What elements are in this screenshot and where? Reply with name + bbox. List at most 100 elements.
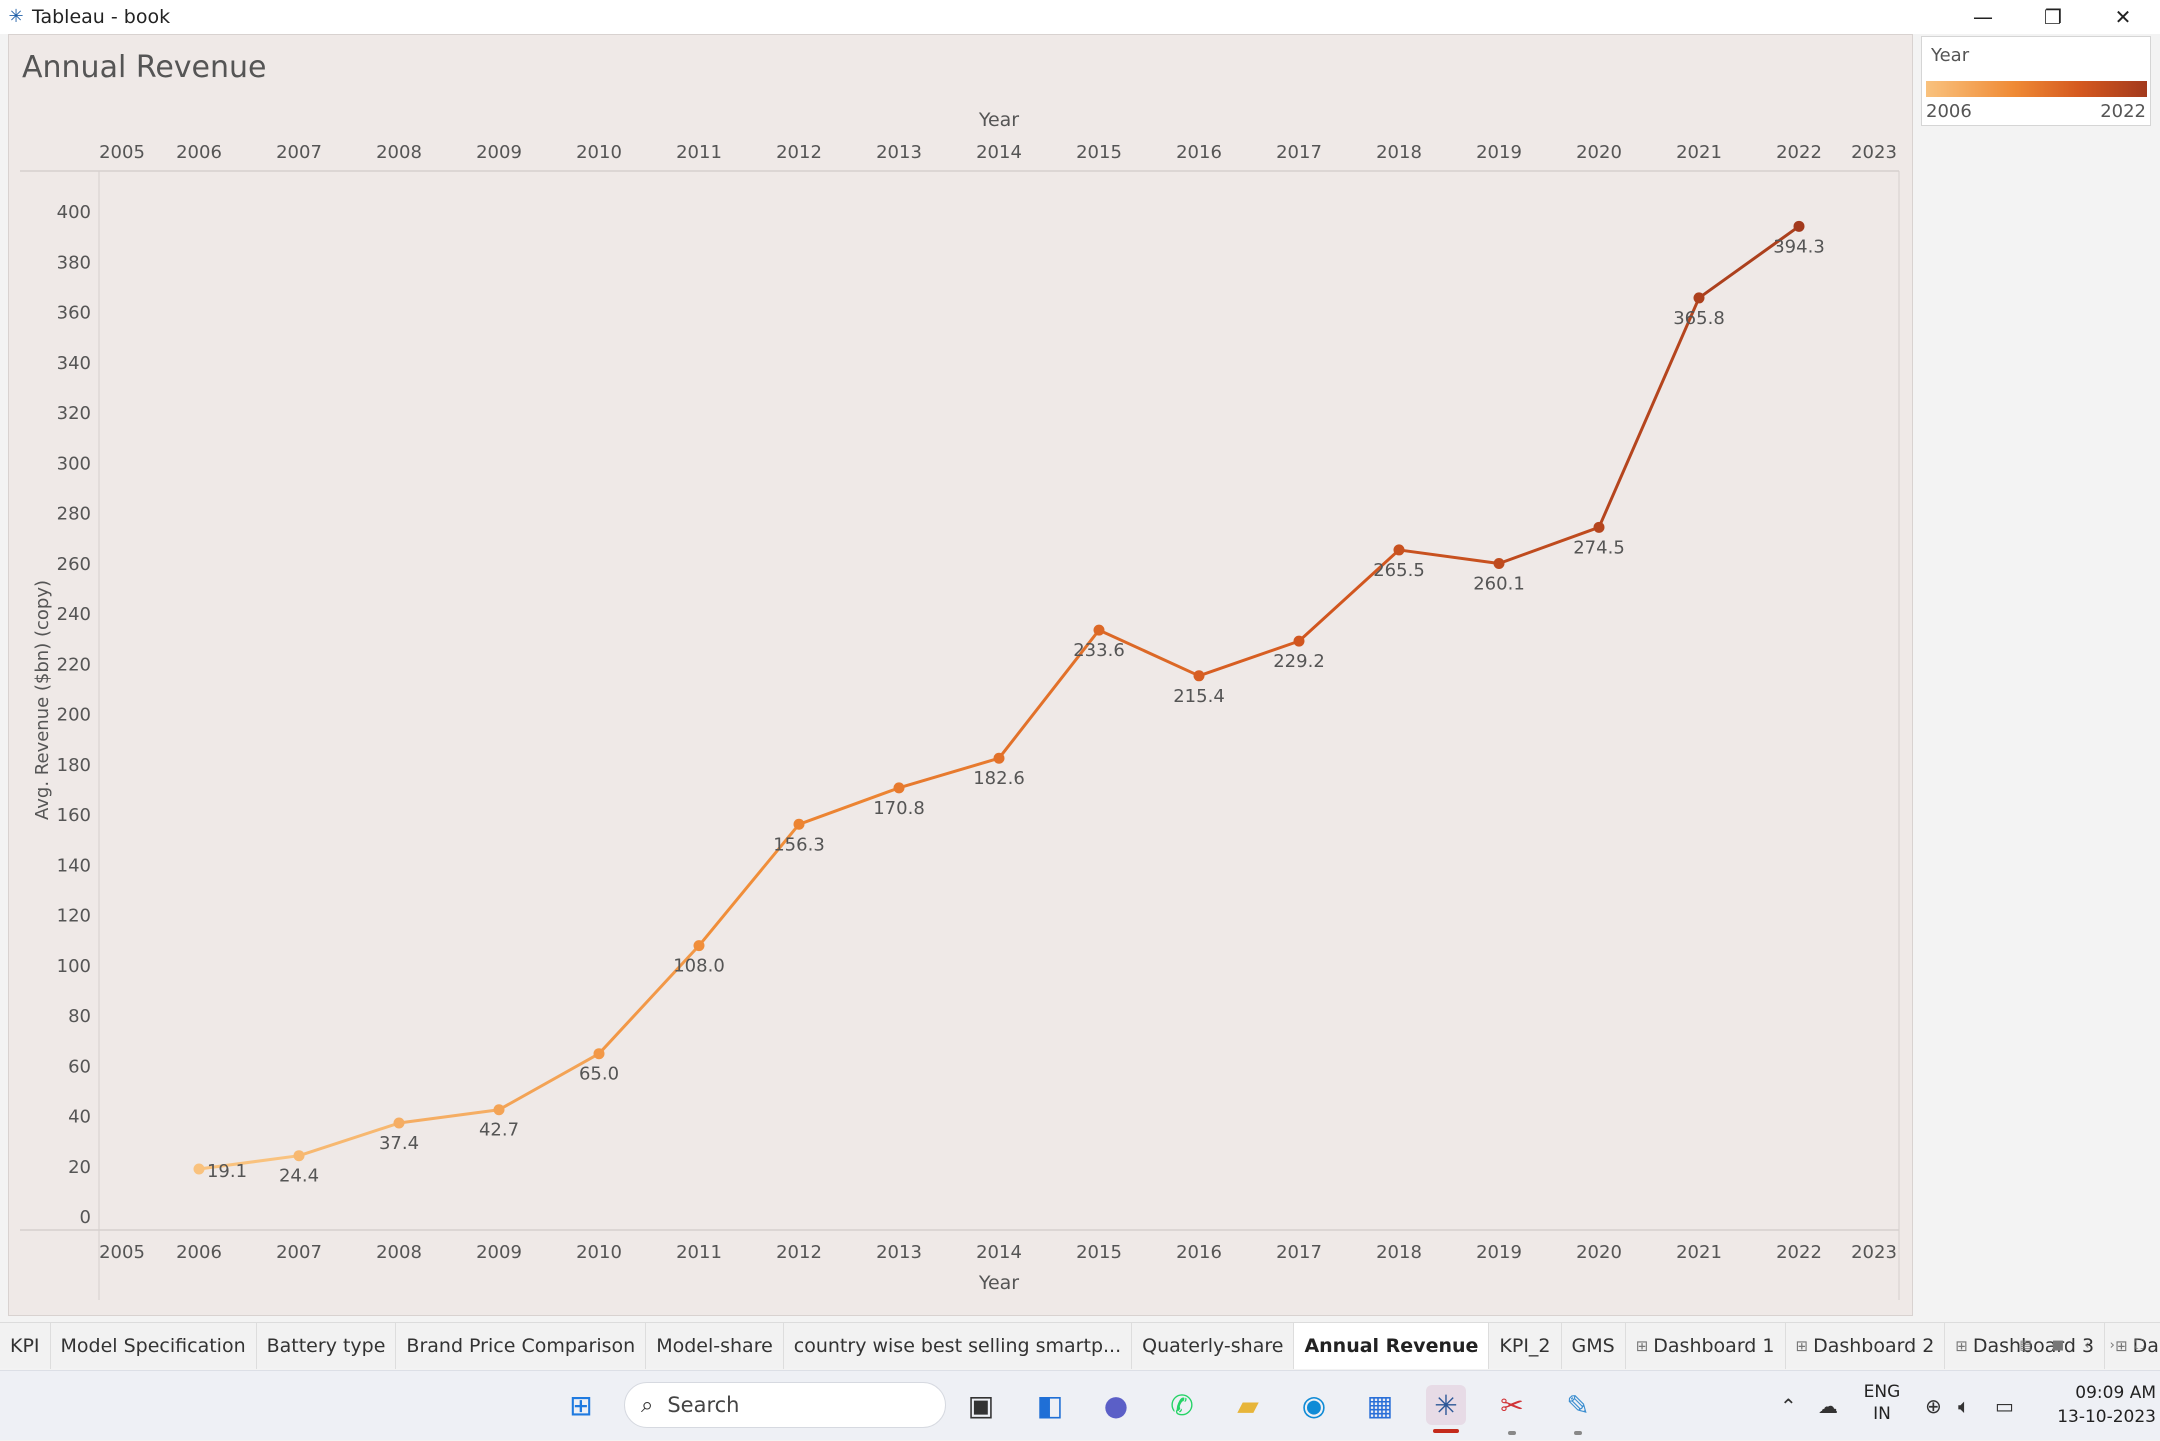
task-view-icon[interactable]: ▣: [967, 1388, 995, 1422]
x-tick-label-bottom: 2008: [376, 1242, 422, 1263]
sheet-tab-kpi[interactable]: KPI: [0, 1322, 51, 1369]
series-line-segment: [397, 1108, 501, 1125]
x-tick-label-top: 2009: [476, 142, 522, 163]
line-chart[interactable]: YearYear20052005200620062007200720082008…: [0, 0, 1913, 1316]
data-label: 365.8: [1673, 308, 1725, 329]
series-line-segment: [897, 756, 1001, 790]
y-tick-label: 280: [57, 504, 91, 525]
data-point[interactable]: [393, 1117, 405, 1129]
series-line-segment: [297, 1121, 401, 1158]
data-point[interactable]: [693, 940, 705, 952]
x-tick-label-top: 2006: [176, 142, 222, 163]
tableau-taskbar-icon[interactable]: ✳: [1426, 1385, 1466, 1425]
sheet-tab-bar: KPI Model Specification Battery type Brand …: [0, 1322, 2160, 1369]
data-point[interactable]: [593, 1048, 605, 1060]
data-point[interactable]: [1193, 670, 1205, 682]
edge-browser-icon[interactable]: ◉: [1301, 1388, 1327, 1422]
data-point[interactable]: [1693, 292, 1705, 304]
sheet-tab-label: Battery type: [266, 1334, 386, 1357]
series-line-segment: [497, 1052, 601, 1112]
snipping-tool-icon[interactable]: ✂: [1500, 1388, 1524, 1422]
onedrive-icon[interactable]: ☁: [1818, 1394, 1838, 1418]
sheet-tab-dashboard[interactable]: ⊞Dashboard: [2105, 1323, 2160, 1369]
sheet-tab-label: Quaterly-share: [1142, 1334, 1284, 1357]
y-tick-label: 100: [57, 956, 91, 977]
y-tick-label: 80: [68, 1006, 91, 1027]
x-tick-label-bottom: 2019: [1476, 1242, 1522, 1263]
x-tick-label-top: 2016: [1176, 142, 1222, 163]
dashboard-icon: ⊞: [1635, 1336, 1649, 1355]
active-app-indicator: [1433, 1429, 1459, 1433]
taskbar-search-box[interactable]: ⌕ Search: [624, 1382, 946, 1428]
restore-button[interactable]: ❐: [2044, 5, 2062, 29]
window-title: Tableau - book: [32, 6, 171, 28]
sheet-tab-battery-type[interactable]: Battery type: [257, 1322, 397, 1369]
system-clock[interactable]: 09:09 AM 13-10-2023: [2036, 1381, 2156, 1429]
series-line-segment: [1097, 628, 1201, 678]
running-app-indicator-2: [1574, 1431, 1582, 1435]
data-label: 65.0: [579, 1064, 619, 1085]
sheet-tab-annual-revenue[interactable]: Annual Revenue: [1294, 1322, 1490, 1369]
sheet-tab-gms[interactable]: GMS: [1562, 1322, 1626, 1369]
sheet-tab-brand-price-comparison[interactable]: Brand Price Comparison: [396, 1322, 647, 1369]
data-point[interactable]: [493, 1104, 505, 1116]
data-point[interactable]: [1093, 624, 1105, 636]
data-point[interactable]: [293, 1150, 305, 1162]
sheet-tab-dashboard-2[interactable]: ⊞ Dashboard 2: [1786, 1322, 1946, 1369]
sheet-tab-dashboard-3[interactable]: ⊞ Dashboard 3: [1945, 1322, 2106, 1369]
sheet-tab-label: Brand Price Comparison: [406, 1334, 636, 1357]
data-point[interactable]: [1393, 544, 1405, 556]
data-point[interactable]: [193, 1163, 205, 1175]
y-tick-label: 200: [57, 705, 91, 726]
sheet-tab-label: Dashboard: [2132, 1334, 2160, 1357]
x-tick-label-bottom: 2012: [776, 1242, 822, 1263]
language-indicator[interactable]: ENG IN: [1862, 1381, 1902, 1425]
network-icon[interactable]: ⊕: [1925, 1394, 1942, 1418]
data-point[interactable]: [1593, 521, 1605, 533]
data-point[interactable]: [1493, 557, 1505, 569]
sheet-title: Annual Revenue: [22, 50, 267, 85]
x-tick-label-bottom: 2014: [976, 1242, 1022, 1263]
worksheet-area: [8, 34, 1913, 1316]
chat-icon[interactable]: ●: [1103, 1388, 1129, 1422]
sheet-tab-model-share[interactable]: Model-share: [646, 1322, 784, 1369]
series-line-segment: [1497, 525, 1601, 565]
x-tick-label-bottom: 2020: [1576, 1242, 1622, 1263]
data-point[interactable]: [993, 752, 1005, 764]
sheet-tab-country-wise-best-selling-smartp[interactable]: country wise best selling smartp...: [784, 1322, 1133, 1369]
data-point[interactable]: [1293, 635, 1305, 647]
legend-max-label: 2022: [2100, 101, 2146, 122]
data-point[interactable]: [1793, 220, 1805, 232]
x-tick-label-bottom: 2010: [576, 1242, 622, 1263]
data-label: 42.7: [479, 1120, 519, 1141]
sheet-tab-kpi-2[interactable]: KPI_2: [1489, 1322, 1562, 1369]
sheet-tab-label: KPI: [10, 1334, 40, 1357]
microsoft-store-icon[interactable]: ▦: [1366, 1388, 1394, 1422]
y-tick-label: 260: [57, 554, 91, 575]
windows-taskbar: ⊞ ⌕ Search ▣ ◧ ● ✆ ▰ ◉ ▦ ✳ ✂ ✎ ⌃ ☁ ENG I…: [0, 1370, 2160, 1440]
volume-icon[interactable]: 🔈︎: [1958, 1394, 1970, 1418]
x-tick-label-top: 2012: [776, 142, 822, 163]
data-point[interactable]: [893, 782, 905, 794]
paint-icon[interactable]: ✎: [1566, 1388, 1590, 1422]
color-legend[interactable]: Year 2006 2022: [1921, 36, 2151, 126]
close-button[interactable]: ✕: [2114, 5, 2132, 29]
data-label: 182.6: [973, 768, 1025, 789]
windows-start-icon[interactable]: ⊞: [569, 1388, 593, 1422]
data-point[interactable]: [793, 818, 805, 830]
sheet-tab-dashboard-1[interactable]: ⊞ Dashboard 1: [1626, 1322, 1786, 1369]
series-line-segment: [697, 822, 801, 948]
series-line-segment: [1297, 548, 1401, 643]
sheet-tab-quaterly-share[interactable]: Quaterly-share: [1132, 1322, 1295, 1369]
data-label: 229.2: [1273, 651, 1325, 672]
minimize-button[interactable]: —: [1973, 5, 1993, 29]
widgets-icon[interactable]: ◧: [1036, 1388, 1064, 1422]
y-tick-label: 240: [57, 604, 91, 625]
show-hidden-icons-chevron[interactable]: ⌃: [1780, 1394, 1797, 1418]
whatsapp-icon[interactable]: ✆: [1170, 1388, 1194, 1422]
sheet-tab-model-specification[interactable]: Model Specification: [51, 1322, 257, 1369]
tab-navigation-controls[interactable]: ▤ ■ ‹ › ⛶: [2019, 1338, 2152, 1353]
file-explorer-icon[interactable]: ▰: [1237, 1388, 1259, 1422]
battery-icon[interactable]: ▭: [1995, 1394, 2014, 1418]
series-line-segment: [197, 1154, 301, 1171]
